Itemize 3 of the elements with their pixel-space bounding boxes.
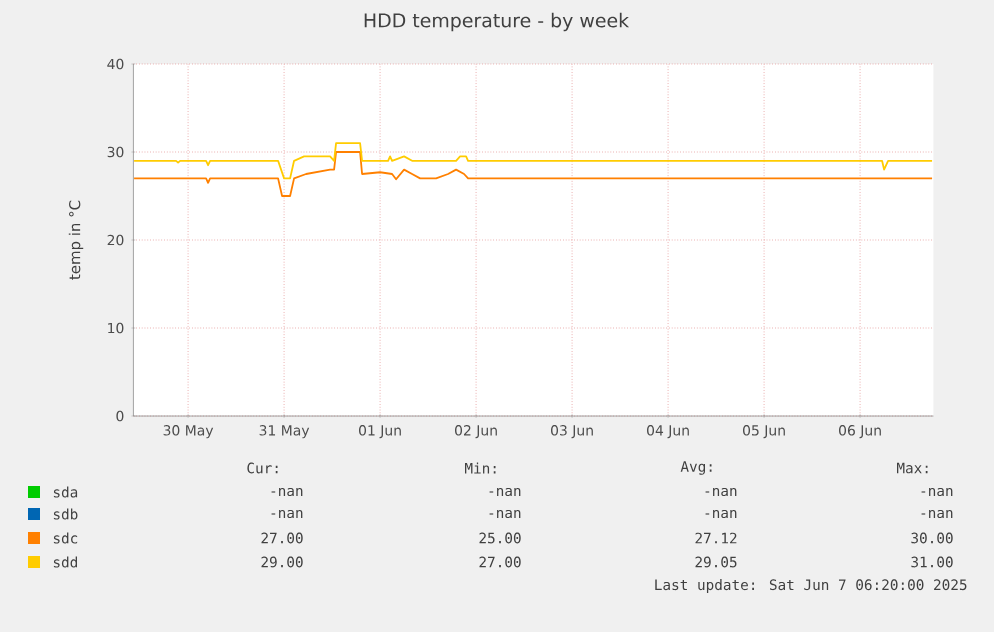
chart-title: HDD temperature - by week (364, 12, 630, 32)
line-series (133, 142, 933, 180)
line-series (133, 151, 933, 197)
